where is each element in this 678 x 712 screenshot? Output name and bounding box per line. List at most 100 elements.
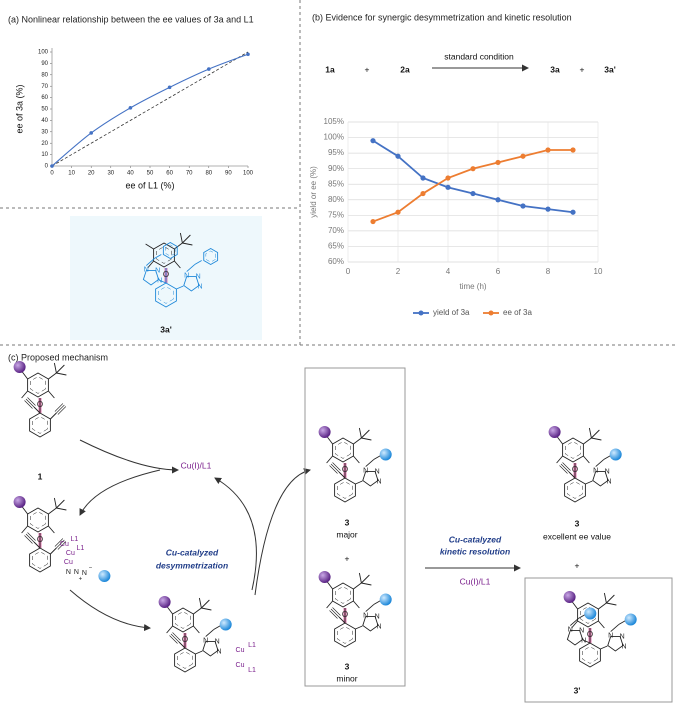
bond bbox=[48, 507, 57, 515]
atom-label: Cu bbox=[236, 662, 245, 669]
bond bbox=[193, 607, 202, 615]
y-tick-label: 65% bbox=[328, 242, 344, 251]
bond bbox=[591, 429, 600, 439]
atom-label: O bbox=[342, 465, 348, 474]
bond bbox=[607, 636, 624, 652]
bond bbox=[570, 618, 579, 626]
bond bbox=[175, 611, 191, 629]
x-tick-label: 6 bbox=[496, 267, 501, 276]
arrow bbox=[254, 468, 311, 596]
bond bbox=[174, 242, 183, 250]
bond bbox=[146, 258, 155, 266]
plus: + bbox=[575, 560, 580, 570]
atom-label: N bbox=[363, 467, 368, 474]
compound-label: 3' bbox=[574, 685, 581, 695]
substituent-ball bbox=[13, 361, 26, 373]
bond bbox=[193, 625, 200, 634]
compound-label: 1 bbox=[38, 471, 43, 481]
bond bbox=[24, 535, 33, 544]
atom-label: N bbox=[608, 632, 613, 639]
panel-title: (c) Proposed mechanism bbox=[8, 352, 108, 362]
bond bbox=[361, 574, 370, 584]
bond bbox=[582, 639, 591, 644]
atom-label: N bbox=[568, 626, 573, 633]
atom-label: N bbox=[363, 612, 368, 619]
bond bbox=[556, 455, 563, 464]
x-tick-label: 60 bbox=[166, 171, 173, 177]
point bbox=[470, 166, 476, 172]
x-axis-label: time (h) bbox=[459, 282, 486, 291]
substituent-ball bbox=[98, 570, 111, 582]
structure-label: 3a' bbox=[160, 324, 171, 334]
bond bbox=[578, 614, 586, 619]
bond bbox=[158, 279, 167, 284]
atom-label: N bbox=[197, 283, 202, 290]
bond bbox=[571, 600, 578, 610]
bond bbox=[169, 635, 178, 644]
bond bbox=[332, 462, 341, 471]
bond bbox=[618, 620, 626, 625]
bond bbox=[21, 390, 28, 399]
bond bbox=[326, 580, 333, 590]
x-tick-label: 2 bbox=[396, 267, 401, 276]
point bbox=[207, 67, 211, 71]
bond bbox=[203, 248, 219, 266]
bond bbox=[353, 455, 360, 464]
y-tick-label: 80 bbox=[41, 72, 48, 78]
point bbox=[395, 153, 401, 159]
scheme-text: 3a' bbox=[604, 64, 615, 74]
atom-label: O bbox=[182, 635, 188, 644]
atom-label: Cu bbox=[236, 647, 245, 654]
scheme-text: 2a bbox=[400, 64, 410, 74]
point bbox=[545, 147, 551, 153]
bond bbox=[158, 286, 174, 304]
atom-label: N bbox=[82, 570, 87, 577]
bond bbox=[172, 632, 181, 641]
point bbox=[50, 164, 54, 168]
x-tick-label: 100 bbox=[243, 171, 254, 177]
arrow bbox=[79, 439, 179, 474]
bond bbox=[583, 437, 592, 445]
bond bbox=[56, 364, 65, 374]
bond bbox=[53, 497, 57, 509]
atom-label: N bbox=[215, 638, 220, 645]
substituent-ball bbox=[158, 596, 171, 608]
bond bbox=[603, 455, 611, 460]
y-tick-label: 0 bbox=[45, 164, 49, 170]
bond bbox=[585, 480, 593, 485]
catalyst: Cu(I)/L1 bbox=[181, 460, 212, 470]
bond bbox=[362, 616, 379, 632]
arrow bbox=[79, 469, 161, 516]
point bbox=[370, 218, 376, 225]
atom-label: N bbox=[605, 468, 610, 475]
substituent-ball bbox=[609, 448, 622, 461]
bond bbox=[571, 620, 578, 629]
bond bbox=[145, 243, 154, 250]
y-tick-label: 10 bbox=[41, 152, 48, 158]
substituent-ball bbox=[563, 591, 576, 603]
reference-line bbox=[51, 51, 249, 167]
bond bbox=[177, 651, 193, 669]
atom-label: + bbox=[79, 577, 83, 583]
bond bbox=[373, 455, 381, 460]
substituent-ball bbox=[318, 571, 331, 583]
bond bbox=[355, 625, 363, 630]
legend-label: ee of 3a bbox=[503, 308, 532, 317]
bond bbox=[33, 406, 41, 414]
y-tick-label: 60% bbox=[328, 257, 344, 266]
bond bbox=[338, 471, 346, 479]
bond bbox=[213, 625, 221, 630]
atom-label: O bbox=[37, 535, 43, 544]
bond bbox=[24, 400, 33, 409]
bond bbox=[329, 610, 338, 619]
bond bbox=[147, 260, 154, 269]
scheme-text: 1a bbox=[325, 64, 335, 74]
atom-label: N bbox=[579, 627, 584, 634]
atom-label: O bbox=[163, 270, 169, 279]
bond bbox=[201, 599, 210, 609]
atom-label: N bbox=[155, 267, 160, 274]
atom-label: N bbox=[621, 643, 626, 650]
bond bbox=[21, 525, 28, 534]
legend-swatch bbox=[488, 310, 494, 316]
